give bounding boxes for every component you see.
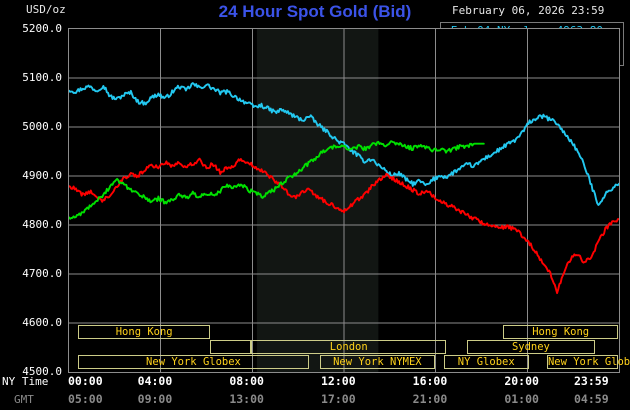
x-axis-tick-gmt: 09:00 [137, 392, 173, 406]
chart-canvas [69, 29, 619, 372]
session-bar-ny-globex: NY Globex [443, 355, 529, 369]
y-axis-tick: 4700.0 [22, 267, 62, 280]
chart-plot-area [68, 28, 620, 373]
x-axis-tick-ny: 00:00 [68, 374, 103, 388]
y-axis-tick: 4900.0 [22, 169, 62, 182]
x-axis-tick-gmt: 05:00 [68, 392, 103, 406]
x-axis-tick-gmt: 13:00 [229, 392, 264, 406]
y-axis-tick: 5200.0 [22, 22, 62, 35]
y-axis-unit-label: USD/oz [26, 3, 66, 16]
session-bar-london: London [251, 340, 447, 354]
session-bar-new-york-globex: New York Globex [78, 355, 309, 369]
x-axis-tick-gmt: 17:00 [321, 392, 356, 406]
ny-time-axis-label: NY Time [2, 375, 49, 388]
session-bar-hong-kong: Hong Kong [503, 325, 618, 339]
x-axis-tick-ny: 16:00 [412, 374, 448, 388]
x-axis-tick-ny: 20:00 [504, 374, 539, 388]
y-axis-tick: 4800.0 [22, 218, 62, 231]
session-bar-sydney: Sydney [466, 340, 596, 354]
trading-session-bars: Hong Kong London New York Globex New York N… [68, 325, 630, 373]
gmt-axis-label: GMT [14, 393, 34, 406]
session-bar-new-york-nymex: New York NYMEX [320, 355, 435, 369]
y-axis-tick: 4600.0 [22, 316, 62, 329]
y-axis-tick: 4500.0 [22, 365, 62, 378]
x-axis-tick-gmt: 21:00 [412, 392, 448, 406]
page-title: 24 Hour Spot Gold (Bid) [218, 2, 412, 21]
x-axis-tick-ny: 12:00 [321, 374, 356, 388]
session-bar-new-york-globex: New York Globex [546, 355, 630, 369]
y-axis-tick: 5100.0 [22, 71, 62, 84]
legend-timestamp: February 06, 2026 23:59 [452, 4, 605, 17]
session-bar-hong-kong: Hong Kong [78, 325, 211, 339]
y-axis-tick: 5000.0 [22, 120, 62, 133]
series-line [69, 82, 619, 206]
x-axis-tick-gmt: 01:00 [504, 392, 539, 406]
x-axis-tick-ny: 04:00 [137, 374, 173, 388]
x-axis-tick-ny: 08:00 [229, 374, 264, 388]
series-line [69, 157, 619, 295]
session-bar-spacer [210, 340, 252, 354]
x-axis-tick-gmt: 04:59 [574, 392, 609, 406]
shaded-session-band [256, 29, 379, 372]
series-line [69, 140, 485, 220]
x-axis-tick-ny: 23:59 [574, 374, 609, 388]
